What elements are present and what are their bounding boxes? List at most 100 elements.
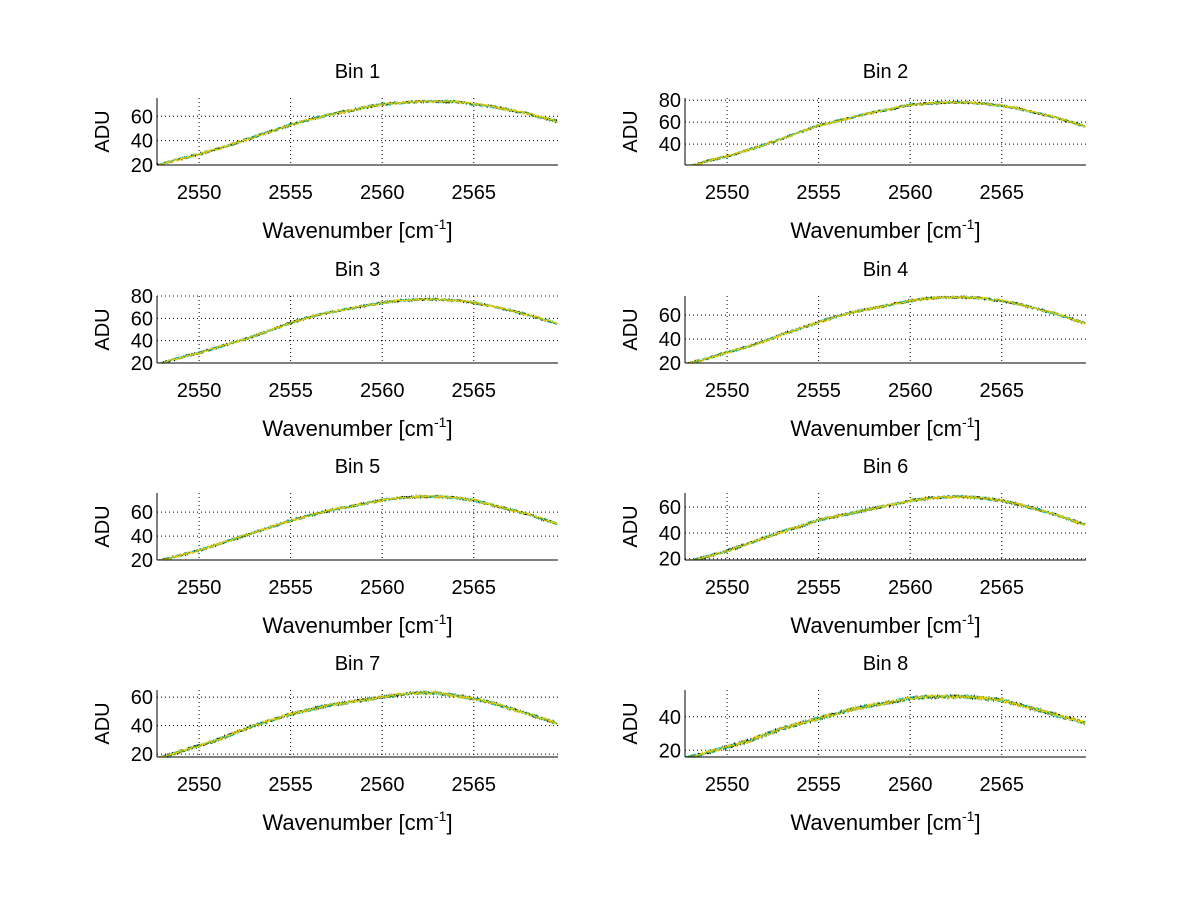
y-tick-label: 20 xyxy=(659,549,681,571)
x-axis-label-text: Wavenumber [cm xyxy=(262,218,434,243)
x-tick-label: 2550 xyxy=(705,380,750,402)
x-tick-label: 2550 xyxy=(705,182,750,204)
y-axis-label: ADU xyxy=(92,110,114,152)
y-tick-label: 40 xyxy=(659,707,681,729)
x-tick-label: 2560 xyxy=(888,577,933,599)
y-tick-label: 20 xyxy=(659,740,681,762)
y-tick-label: 20 xyxy=(131,744,153,766)
x-tick-label: 2555 xyxy=(796,380,841,402)
x-axis-label-close: ] xyxy=(446,416,452,441)
subplot-title: Bin 8 xyxy=(863,653,909,675)
x-tick-label: 2555 xyxy=(268,380,313,402)
x-axis-label-text: Wavenumber [cm xyxy=(262,810,434,835)
x-axis-label-close: ] xyxy=(974,218,980,243)
x-tick-label: 2550 xyxy=(177,182,222,204)
y-axis-label: ADU xyxy=(620,505,642,547)
x-tick-label: 2565 xyxy=(452,577,497,599)
y-tick-label: 20 xyxy=(659,353,681,375)
x-axis-label-close: ] xyxy=(974,810,980,835)
y-tick-label: 40 xyxy=(131,131,153,153)
x-axis-label-text: Wavenumber [cm xyxy=(262,613,434,638)
x-axis-label-text: Wavenumber [cm xyxy=(790,613,962,638)
x-tick-label: 2555 xyxy=(796,182,841,204)
x-tick-label: 2560 xyxy=(360,577,405,599)
x-tick-label: 2560 xyxy=(360,774,405,796)
x-axis-label: Wavenumber [cm-1] xyxy=(262,611,452,638)
y-tick-label: 40 xyxy=(659,134,681,156)
x-tick-label: 2550 xyxy=(705,774,750,796)
data-line xyxy=(157,297,558,364)
subplot-title: Bin 2 xyxy=(863,61,909,83)
x-tick-label: 2565 xyxy=(452,774,497,796)
y-axis-label: ADU xyxy=(620,308,642,350)
x-tick-label: 2565 xyxy=(452,182,497,204)
data-line xyxy=(156,99,558,166)
data-line xyxy=(685,494,1086,561)
x-axis-label-superscript: -1 xyxy=(962,808,975,824)
x-tick-label: 2550 xyxy=(177,380,222,402)
y-tick-label: 40 xyxy=(131,716,153,738)
x-tick-label: 2555 xyxy=(796,774,841,796)
x-axis-label-superscript: -1 xyxy=(434,216,447,232)
x-tick-label: 2555 xyxy=(268,774,313,796)
x-axis-label-text: Wavenumber [cm xyxy=(790,810,962,835)
data-line xyxy=(157,99,558,166)
y-tick-label: 60 xyxy=(659,305,681,327)
y-axis-label: ADU xyxy=(620,110,642,152)
x-axis-label-close: ] xyxy=(974,416,980,441)
x-axis-label-superscript: -1 xyxy=(962,414,975,430)
y-axis-label: ADU xyxy=(92,308,114,350)
x-axis-label-close: ] xyxy=(446,810,452,835)
y-tick-label: 60 xyxy=(659,112,681,134)
y-tick-label: 40 xyxy=(131,526,153,548)
x-tick-label: 2565 xyxy=(980,380,1025,402)
subplot-title: Bin 7 xyxy=(335,653,381,675)
x-tick-label: 2560 xyxy=(360,380,405,402)
subplot-title: Bin 6 xyxy=(863,456,909,478)
x-axis-label-superscript: -1 xyxy=(962,611,975,627)
y-tick-label: 60 xyxy=(131,106,153,128)
y-tick-label: 40 xyxy=(659,523,681,545)
x-axis-label: Wavenumber [cm-1] xyxy=(790,808,980,835)
subplot-8: 2550 2555 2560 2565 20 40 Bin 8 ADU Wavenumber [… xyxy=(620,653,1086,835)
x-tick-label: 2565 xyxy=(452,380,497,402)
x-axis-label-close: ] xyxy=(974,613,980,638)
x-axis-label: Wavenumber [cm-1] xyxy=(262,216,452,243)
x-tick-label: 2555 xyxy=(796,577,841,599)
y-tick-label: 60 xyxy=(131,308,153,330)
x-axis-label-close: ] xyxy=(446,218,452,243)
subplot-6: 2550 2555 2560 2565 20 40 60 Bin 6 ADU Wavenumber… xyxy=(620,456,1086,638)
y-tick-label: 40 xyxy=(131,331,153,353)
x-tick-label: 2565 xyxy=(980,774,1025,796)
y-tick-label: 20 xyxy=(131,550,153,572)
x-axis-label: Wavenumber [cm-1] xyxy=(790,216,980,243)
x-tick-label: 2550 xyxy=(705,577,750,599)
x-axis-label-superscript: -1 xyxy=(962,216,975,232)
x-tick-label: 2550 xyxy=(177,577,222,599)
data-line xyxy=(685,100,1086,166)
y-tick-label: 20 xyxy=(131,353,153,375)
data-line xyxy=(685,295,1086,364)
x-tick-label: 2565 xyxy=(980,182,1025,204)
x-axis-label-superscript: -1 xyxy=(434,808,447,824)
x-axis-label-text: Wavenumber [cm xyxy=(262,416,434,441)
x-axis-label: Wavenumber [cm-1] xyxy=(790,414,980,441)
y-tick-label: 60 xyxy=(659,497,681,519)
data-line xyxy=(157,493,558,561)
x-tick-label: 2560 xyxy=(888,182,933,204)
subplot-title: Bin 4 xyxy=(863,259,909,281)
y-axis-label: ADU xyxy=(620,702,642,744)
x-axis-label: Wavenumber [cm-1] xyxy=(262,414,452,441)
y-tick-label: 80 xyxy=(659,90,681,112)
data-line xyxy=(157,690,558,758)
y-axis-label: ADU xyxy=(92,505,114,547)
x-tick-label: 2550 xyxy=(177,774,222,796)
x-tick-label: 2560 xyxy=(360,182,405,204)
x-tick-label: 2560 xyxy=(888,774,933,796)
